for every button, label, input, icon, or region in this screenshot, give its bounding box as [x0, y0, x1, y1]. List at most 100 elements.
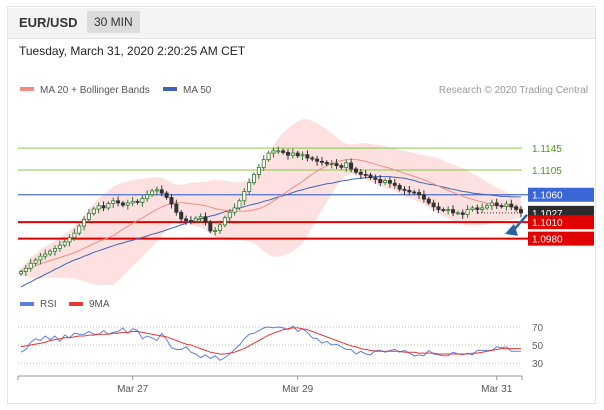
- candle-body: [349, 162, 354, 170]
- candle-body: [188, 220, 193, 222]
- candle-body: [48, 250, 53, 255]
- candle-body: [329, 163, 334, 165]
- candle-body: [378, 178, 383, 184]
- rsi-level-label-70: 70: [532, 323, 544, 334]
- ma20-line: [20, 158, 522, 272]
- candle-body: [135, 200, 140, 203]
- candle-body: [150, 190, 155, 196]
- candle-body: [324, 161, 329, 165]
- candle-body: [101, 205, 106, 209]
- forecast-arrowhead: [505, 223, 518, 236]
- level-label-1.1010: 1.1010: [532, 218, 563, 229]
- candle-body: [82, 219, 87, 227]
- candle-body: [339, 165, 344, 168]
- candle-body: [358, 171, 363, 175]
- candle-body: [436, 206, 441, 210]
- candle-body: [446, 209, 451, 211]
- candle-body: [237, 200, 242, 209]
- candles-layer: [18, 146, 528, 276]
- candle-body: [387, 180, 392, 184]
- candle-body: [140, 198, 145, 203]
- candle-body: [23, 267, 28, 272]
- bollinger-legend-swatch: [20, 87, 34, 91]
- candle-body: [232, 207, 237, 213]
- candle-body: [397, 185, 402, 190]
- candle-body: [451, 209, 456, 214]
- candle-body: [52, 248, 57, 252]
- candle-body: [310, 157, 315, 160]
- candle-body: [247, 182, 252, 192]
- candle-body: [465, 209, 470, 215]
- candle-body: [334, 163, 339, 167]
- moving-average-layer: [20, 158, 522, 288]
- candle-body: [417, 192, 422, 196]
- candle-body: [295, 152, 300, 157]
- level-label-1.1027: 1.1027: [532, 209, 563, 220]
- candle-body: [470, 207, 475, 210]
- level-label-1.1060: 1.1060: [532, 191, 563, 202]
- candle-body: [266, 152, 271, 161]
- candle-body: [344, 162, 349, 168]
- level-label-1.0980: 1.0980: [532, 235, 563, 246]
- level-lines-layer: [18, 147, 528, 240]
- candle-body: [407, 189, 412, 193]
- candle-body: [179, 211, 184, 220]
- candle-body: [319, 160, 324, 163]
- candle-body: [402, 188, 407, 191]
- candle-body: [480, 207, 485, 210]
- candle-body: [509, 203, 514, 208]
- rsi-line: [20, 325, 521, 361]
- candle-body: [504, 203, 509, 207]
- candle-body: [353, 168, 358, 173]
- candle-body: [116, 200, 121, 204]
- candle-body: [373, 177, 378, 180]
- rsi-legend-swatch: [20, 302, 34, 306]
- candle-body: [392, 182, 397, 186]
- candle-body: [208, 221, 213, 232]
- candle-body: [281, 150, 286, 153]
- candle-body: [290, 152, 295, 156]
- candle-body: [91, 208, 96, 214]
- rsi-level-label-30: 30: [532, 359, 544, 370]
- candle-body: [43, 253, 48, 257]
- ma50-legend-swatch: [163, 87, 177, 91]
- candle-body: [145, 194, 150, 199]
- candle-body: [111, 200, 116, 204]
- level-box-1.1060: [528, 187, 594, 202]
- candle-body: [159, 189, 164, 194]
- candle-body: [256, 166, 261, 175]
- candle-body: [57, 244, 62, 249]
- candle-body: [18, 271, 23, 275]
- candle-body: [169, 197, 174, 205]
- chart-header: EUR/USD 30 MIN: [8, 8, 595, 39]
- candle-body: [120, 202, 125, 206]
- candle-body: [421, 194, 426, 200]
- candle-body: [475, 207, 480, 210]
- symbol-label: EUR/USD: [19, 15, 78, 30]
- timeframe-selector[interactable]: 30 MIN: [87, 11, 140, 33]
- candle-body: [184, 218, 189, 221]
- candle-body: [489, 202, 494, 207]
- candle-body: [106, 203, 111, 209]
- candle-body: [305, 154, 310, 159]
- candle-body: [227, 211, 232, 219]
- ma9-legend-swatch: [69, 302, 83, 306]
- candle-body: [72, 232, 77, 238]
- ma50-legend-label: MA 50: [183, 85, 212, 96]
- candle-body: [218, 224, 223, 231]
- candle-body: [485, 205, 490, 209]
- candle-body: [455, 212, 460, 215]
- candle-body: [203, 216, 208, 223]
- candle-body: [193, 217, 198, 222]
- candle-body: [174, 203, 179, 213]
- candle-body: [383, 180, 388, 184]
- candle-body: [441, 209, 446, 211]
- candle-body: [460, 212, 465, 215]
- candle-body: [130, 200, 135, 204]
- level-box-1.0980: [528, 231, 594, 246]
- candle-body: [77, 225, 82, 234]
- candle-body: [431, 202, 436, 208]
- x-axis-label: Mar 27: [117, 384, 149, 395]
